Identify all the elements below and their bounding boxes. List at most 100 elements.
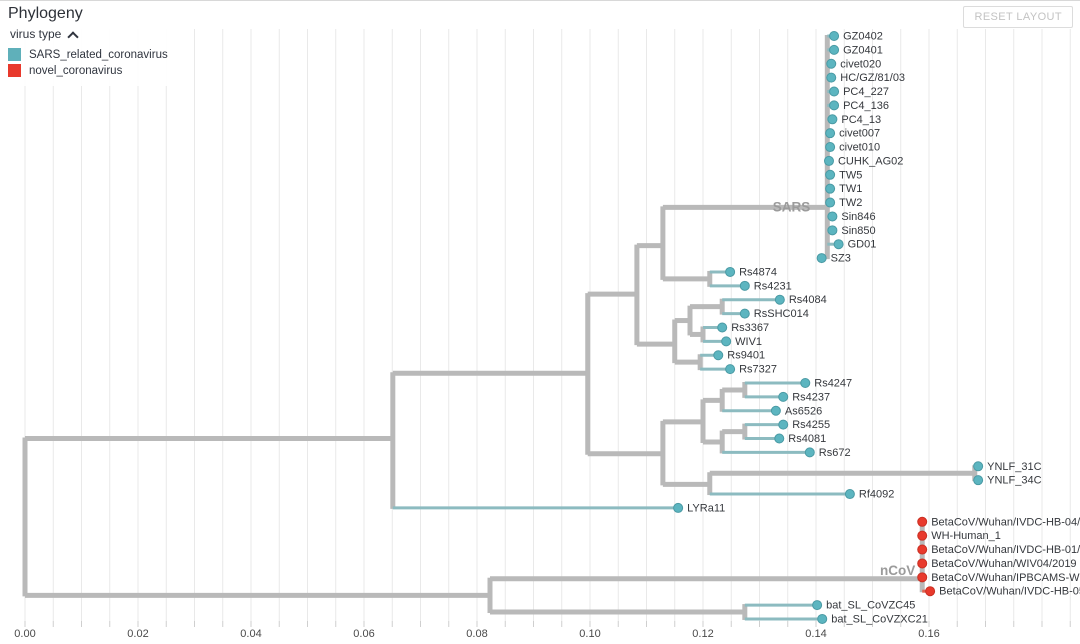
tip-node[interactable] [725, 266, 736, 277]
tip-label: Rs9401 [727, 350, 765, 362]
tip-label: civet007 [839, 128, 880, 140]
tip-node[interactable] [673, 502, 684, 513]
tip-label: YNLF_34C [987, 475, 1041, 487]
tip-node[interactable] [778, 391, 789, 402]
tip-label: Rs4084 [789, 294, 827, 306]
sars-color-swatch [8, 48, 21, 61]
tip-node[interactable] [973, 461, 984, 472]
tip-label: Rs4237 [792, 391, 830, 403]
tip-node[interactable] [973, 475, 984, 486]
tip-node[interactable] [827, 225, 838, 236]
tip-label: GZ0401 [843, 44, 883, 56]
tip-node[interactable] [917, 530, 928, 541]
tip-node[interactable] [826, 58, 837, 69]
tip-node[interactable] [917, 558, 928, 569]
tip-node[interactable] [826, 72, 837, 83]
tip-node[interactable] [800, 378, 811, 388]
axis-tick-label: 0.14 [805, 628, 826, 640]
tip-node[interactable] [829, 31, 840, 41]
legend-item-ncov[interactable]: novel_coronavirus [8, 64, 168, 77]
tip-label: Rs4247 [814, 378, 852, 390]
tip-label: PC4_227 [843, 86, 889, 98]
tip-label: LYRa11 [687, 502, 725, 514]
tip-label: BetaCoV/Wuhan/IVDC-HB-01/2019 [931, 544, 1080, 556]
ncov-color-swatch [8, 64, 21, 77]
tip-label: civet010 [839, 142, 880, 154]
tip-label: BetaCoV/Wuhan/IVDC-HB-05/2019 [939, 586, 1080, 598]
legend-item-label: novel_coronavirus [29, 64, 123, 77]
axis-tick-label: 0.02 [127, 628, 148, 640]
tip-node[interactable] [925, 586, 936, 597]
tip-label: GD01 [848, 239, 877, 251]
tip-label: Rs4081 [788, 433, 826, 445]
tip-label: GZ0402 [843, 31, 883, 43]
tip-node[interactable] [825, 142, 836, 153]
tip-node[interactable] [778, 419, 789, 430]
tip-node[interactable] [739, 308, 750, 319]
tip-label: Rs4255 [792, 419, 830, 431]
axis-tick-label: 0.12 [692, 628, 713, 640]
legend-header[interactable]: virus type [8, 25, 168, 45]
tip-node[interactable] [817, 613, 828, 624]
tip-node[interactable] [721, 336, 732, 347]
tip-node[interactable] [823, 155, 834, 166]
tip-node[interactable] [825, 169, 836, 180]
tip-label: Rs3367 [731, 322, 769, 334]
tip-label: BetaCoV/Wuhan/IVDC-HB-04/2020 [931, 516, 1080, 528]
tip-node[interactable] [825, 197, 836, 208]
tip-node[interactable] [804, 447, 815, 458]
tip-label: WIV1 [735, 336, 762, 348]
clade-label-ncov: nCoV [880, 563, 915, 578]
axis-tick-label: 0.00 [14, 628, 35, 640]
tip-node[interactable] [812, 600, 823, 611]
tip-label: As6526 [785, 405, 822, 417]
clade-label-sars: SARS [773, 199, 811, 214]
tip-label: RsSHC014 [754, 308, 809, 320]
tip-label: civet020 [840, 58, 881, 70]
tip-node[interactable] [825, 183, 836, 194]
legend-item-sars[interactable]: SARS_related_coronavirus [8, 48, 168, 61]
tip-node[interactable] [770, 405, 781, 416]
tip-label: PC4_13 [841, 114, 881, 126]
reset-layout-button[interactable]: RESET LAYOUT [963, 6, 1073, 28]
tip-label: Sin850 [841, 225, 875, 237]
tip-label: Sin846 [841, 211, 875, 223]
tip-node[interactable] [917, 516, 928, 527]
tip-node[interactable] [816, 253, 827, 264]
tip-node[interactable] [827, 114, 838, 125]
tip-label: SZ3 [831, 253, 851, 265]
page-title: Phylogeny [8, 5, 83, 22]
tip-node[interactable] [829, 100, 840, 111]
tip-node[interactable] [917, 572, 928, 583]
tip-node[interactable] [774, 433, 785, 444]
tip-node[interactable] [774, 294, 785, 305]
tip-node[interactable] [833, 239, 844, 250]
tip-label: WH-Human_1 [931, 530, 1001, 542]
tip-label: YNLF_31C [987, 461, 1041, 473]
axis-tick-label: 0.06 [353, 628, 374, 640]
axis-tick-label: 0.10 [579, 628, 600, 640]
tip-label: BetaCoV/Wuhan/IPBCAMS-WH-01/2 [931, 572, 1080, 584]
tip-node[interactable] [739, 280, 750, 291]
tip-node[interactable] [829, 86, 840, 97]
tip-node[interactable] [717, 322, 728, 333]
tip-node[interactable] [827, 211, 838, 222]
tip-node[interactable] [917, 544, 928, 555]
tip-label: TW5 [839, 169, 862, 181]
tip-node[interactable] [844, 489, 855, 500]
axis-tick-label: 0.08 [466, 628, 487, 640]
legend-item-label: SARS_related_coronavirus [29, 48, 168, 61]
tip-label: Rf4092 [859, 489, 894, 501]
tip-label: Rs7327 [739, 364, 777, 376]
tip-label: Rs4874 [739, 266, 777, 278]
tip-node[interactable] [825, 128, 836, 139]
tip-node[interactable] [725, 364, 736, 375]
tip-node[interactable] [713, 350, 724, 361]
tip-label: bat_SL_CoVZXC21 [831, 613, 928, 625]
tip-label: CUHK_AG02 [838, 155, 903, 167]
tip-label: TW2 [839, 197, 862, 209]
chevron-up-icon[interactable] [69, 32, 77, 40]
tip-node[interactable] [829, 44, 840, 55]
